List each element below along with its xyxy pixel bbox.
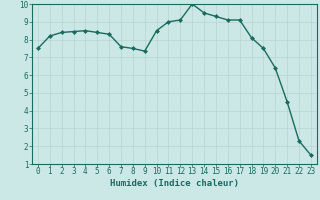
X-axis label: Humidex (Indice chaleur): Humidex (Indice chaleur) [110, 179, 239, 188]
